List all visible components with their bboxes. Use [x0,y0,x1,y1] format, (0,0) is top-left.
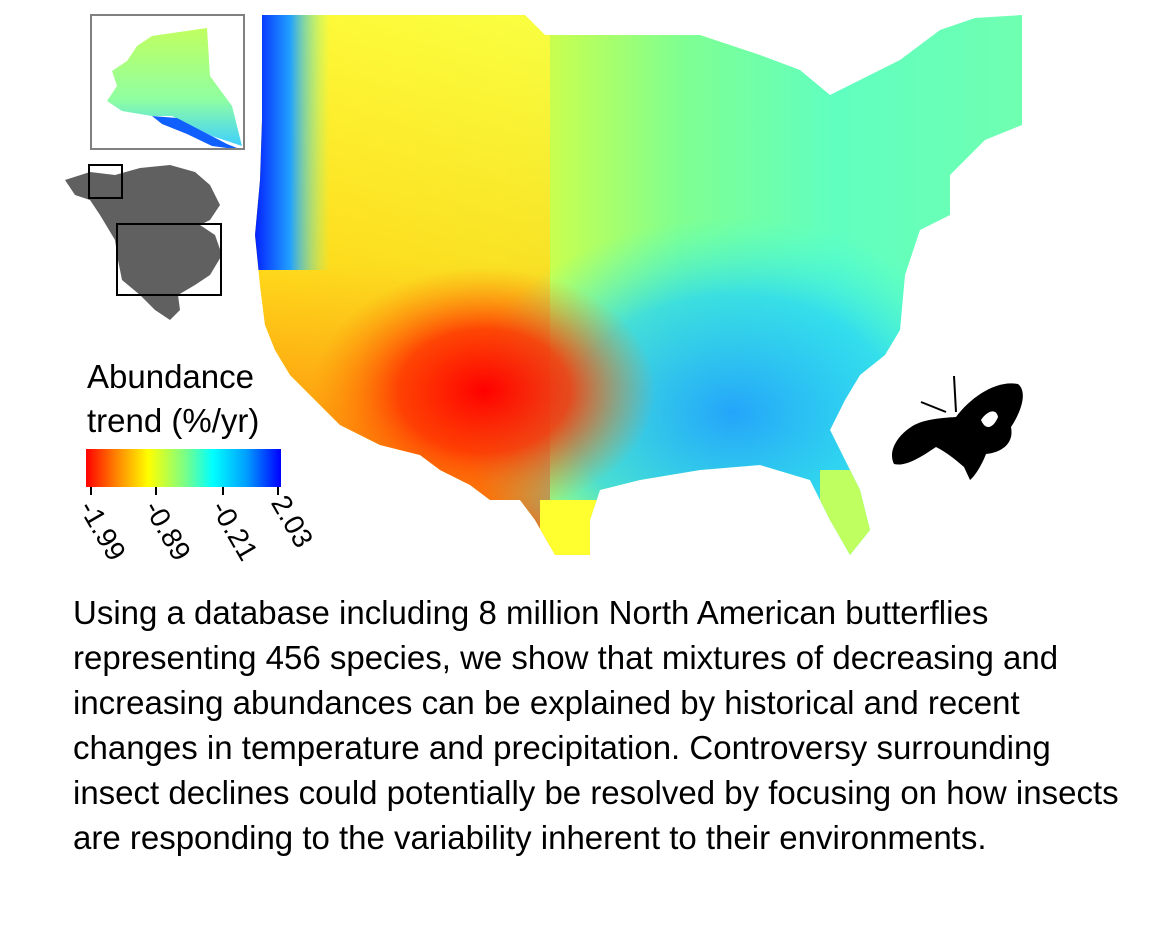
legend-title-line1: Abundance [87,358,254,395]
legend-tick-mark [90,487,92,495]
legend-tick-mark [277,487,279,495]
legend-title-line2: trend (%/yr) [87,402,260,439]
us-abundance-heatmap [255,15,1022,555]
north-america-locator-map [65,164,222,320]
butterfly-silhouette-icon [891,375,1023,480]
legend-tick-mark [155,487,157,495]
abstract-paragraph: Using a database including 8 million Nor… [73,594,1119,856]
legend-color-bar [86,449,281,487]
alaska-inset [90,14,245,150]
legend-tick-mark [222,487,224,495]
legend-title: Abundance trend (%/yr) [87,355,259,443]
map-area: Abundance trend (%/yr) -1.99 -0.89 -0.21… [65,14,1023,566]
